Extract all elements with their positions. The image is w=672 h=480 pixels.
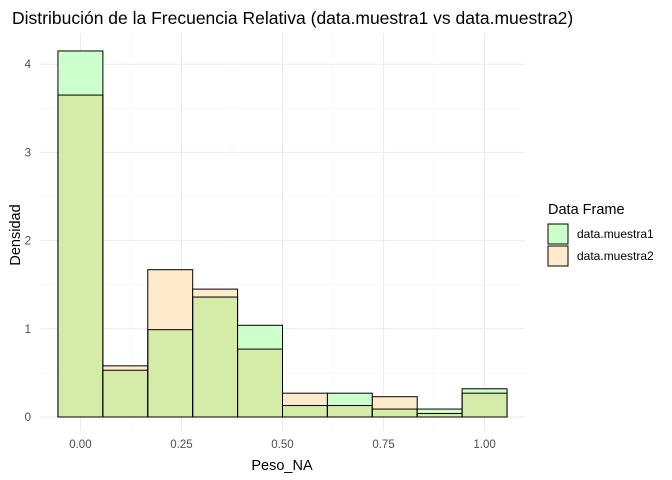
x-tick-label: 0.25 (170, 439, 192, 451)
bar-data-muestra2 (282, 393, 328, 406)
bar-overlap (282, 405, 328, 417)
bar-outline-data-muestra2 (237, 348, 283, 418)
legend-label-data-muestra2: data.muestra2 (577, 249, 654, 263)
bar-overlap (57, 95, 103, 417)
y-axis-title: Densidad (8, 204, 24, 265)
y-tick-label: 2 (25, 236, 31, 248)
x-axis-ticks: 0.00 0.25 0.50 0.75 1.00 (69, 439, 496, 451)
bar-overlap (147, 329, 193, 417)
bar-overlap (192, 297, 238, 417)
bar-overlap (237, 349, 283, 417)
x-tick-label: 0.50 (271, 439, 293, 451)
legend: Data Frame data.muestra1 data.muestra2 (547, 202, 654, 267)
bar-outline-data-muestra2 (461, 392, 508, 418)
bar-data-muestra2 (147, 269, 193, 330)
bar-data-muestra2 (192, 289, 238, 298)
bar-data-muestra2 (372, 396, 418, 410)
bar-data-muestra1 (417, 409, 463, 414)
y-tick-label: 3 (25, 147, 31, 159)
legend-label-data-muestra1: data.muestra1 (577, 227, 654, 241)
bar-data-muestra1 (462, 388, 508, 394)
x-axis-title: Peso_NA (251, 458, 313, 474)
bar-data-muestra1 (57, 50, 103, 96)
legend-swatch-data-muestra1 (547, 223, 569, 245)
bar-overlap (462, 393, 508, 417)
bar-data-muestra2 (102, 365, 148, 371)
chart-title: Distribución de la Frecuencia Relativa (… (12, 8, 573, 28)
bar-data-muestra1 (327, 393, 373, 406)
y-axis-ticks: 0 1 2 3 4 (25, 59, 32, 424)
bar-data-muestra1 (237, 325, 283, 350)
bar-overlap (327, 405, 373, 417)
y-tick-label: 1 (25, 324, 31, 336)
legend-items: data.muestra1 data.muestra2 (547, 223, 654, 267)
x-tick-label: 0.00 (69, 439, 91, 451)
bar-overlap (417, 413, 463, 417)
legend-swatch-data-muestra2 (547, 245, 569, 267)
legend-title: Data Frame (548, 202, 625, 218)
bar-outline-data-muestra2 (371, 396, 418, 418)
y-tick-label: 0 (25, 412, 31, 424)
y-tick-label: 4 (25, 59, 32, 71)
x-tick-label: 1.00 (473, 439, 495, 451)
bars (57, 50, 508, 418)
bar-overlap (102, 370, 148, 417)
x-tick-label: 0.75 (372, 439, 394, 451)
bar-outline-data-muestra2 (57, 94, 104, 418)
bar-overlap (372, 409, 418, 417)
